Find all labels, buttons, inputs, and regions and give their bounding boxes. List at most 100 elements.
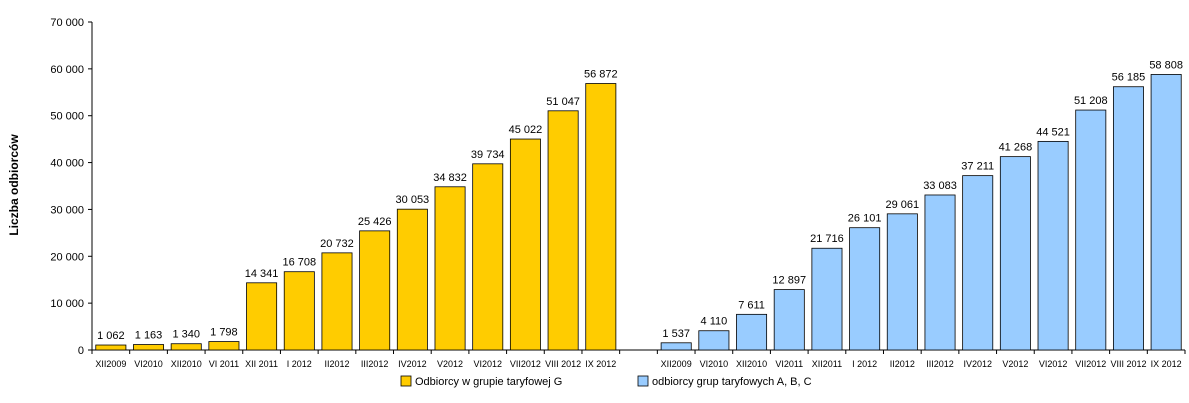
data-label: 44 521 [1036, 126, 1070, 138]
bar [321, 252, 353, 351]
bar [283, 271, 315, 351]
x-tick-label: II2012 [890, 359, 915, 369]
bar [359, 230, 391, 351]
x-tick-label: VIII 2012 [1110, 359, 1146, 369]
x-tick-label: VIII 2012 [545, 359, 581, 369]
data-label: 51 047 [546, 96, 580, 108]
y-tick-label: 0 [78, 345, 84, 357]
x-tick-label: II2012 [324, 359, 349, 369]
x-tick-label: VI2010 [700, 359, 729, 369]
bar [246, 282, 278, 351]
x-tick-label: IX 2012 [1151, 359, 1182, 369]
bar [698, 330, 730, 351]
x-tick-label: VI2011 [775, 359, 803, 369]
data-label: 51 208 [1074, 95, 1108, 107]
x-tick-label: VI2012 [473, 359, 502, 369]
bar [924, 194, 956, 351]
y-tick-label: 70 000 [50, 17, 84, 29]
x-tick-label: IV2012 [398, 359, 427, 369]
x-tick-label: XII2009 [661, 359, 692, 369]
data-label: 12 897 [772, 275, 806, 287]
x-tick-label: III2012 [361, 359, 389, 369]
bar [396, 208, 428, 351]
data-label: 16 708 [282, 257, 316, 269]
y-tick-label: 50 000 [50, 111, 84, 123]
x-tick-label: IX 2012 [585, 359, 616, 369]
x-axis: XII2009 VI2010 XII2010 VI 2011 XII 2011 I 201… [91, 349, 1186, 369]
data-label: 21 716 [810, 233, 844, 245]
y-tick-label: 10 000 [50, 298, 84, 310]
bar [886, 213, 918, 351]
legend-swatch [400, 375, 412, 387]
data-label: 26 101 [848, 213, 882, 225]
data-label: 30 053 [396, 194, 430, 206]
x-tick-label: V2012 [437, 359, 463, 369]
bar [773, 289, 805, 351]
x-tick-label: XII2010 [736, 359, 767, 369]
x-tick-label: VII2012 [1075, 359, 1106, 369]
bar [1037, 140, 1069, 351]
legend-swatch [637, 375, 649, 387]
x-tick-label: XII 2011 [245, 359, 278, 369]
data-label: 58 808 [1149, 59, 1183, 71]
x-tick-label: V2012 [1002, 359, 1028, 369]
bar [95, 344, 127, 351]
bar [133, 344, 165, 351]
data-label: 33 083 [923, 180, 957, 192]
bar [962, 175, 994, 351]
data-label: 4 110 [701, 316, 728, 328]
bar [811, 247, 843, 351]
bar [547, 110, 579, 351]
bar [660, 342, 692, 351]
data-label: 39 734 [471, 149, 505, 161]
data-label: 56 872 [584, 69, 618, 81]
x-tick-label: XII2009 [95, 359, 126, 369]
data-label: 1 163 [135, 330, 163, 342]
data-label: 34 832 [433, 172, 467, 184]
bar [472, 163, 504, 351]
x-tick-label: I 2012 [287, 359, 312, 369]
bar [170, 343, 202, 351]
data-label: 20 732 [320, 238, 354, 250]
data-label: 29 061 [885, 199, 919, 211]
legend-entry: Odbiorcy w grupie taryfowej G [415, 376, 562, 388]
data-label: 37 211 [961, 161, 994, 173]
bar [1075, 109, 1107, 351]
bar [434, 186, 466, 351]
data-label: 1 798 [210, 327, 238, 339]
x-tick-label: VI2012 [1039, 359, 1068, 369]
bar [208, 341, 240, 351]
x-tick-label: VII2012 [510, 359, 541, 369]
legend: Odbiorcy w grupie taryfowej G odbiorcy gr… [400, 375, 812, 388]
x-tick-label: III2012 [926, 359, 954, 369]
y-axis-label: Liczba odbiorców [7, 134, 21, 236]
data-label: 1 537 [662, 328, 690, 340]
bar [736, 313, 768, 351]
bar [1150, 74, 1182, 351]
y-tick-label: 30 000 [50, 204, 84, 216]
data-label: 1 340 [172, 329, 200, 341]
y-tick-label: 20 000 [50, 251, 84, 263]
x-tick-label: IV2012 [963, 359, 992, 369]
x-tick-label: XII2010 [171, 359, 202, 369]
data-label: 1 062 [97, 330, 125, 342]
data-label: 14 341 [245, 268, 279, 280]
x-tick-label: XII2011 [812, 359, 842, 369]
x-tick-label: I 2012 [852, 359, 877, 369]
data-label: 45 022 [509, 124, 543, 136]
bar [999, 156, 1031, 351]
legend-entry: odbiorcy grup taryfowych A, B, C [652, 376, 812, 388]
y-tick-label: 60 000 [50, 64, 84, 76]
bar [585, 83, 617, 351]
x-tick-label: VI 2011 [209, 359, 239, 369]
data-label: 7 611 [738, 299, 765, 311]
bar [509, 138, 541, 351]
bar [849, 227, 881, 351]
y-tick-label: 40 000 [50, 158, 84, 170]
data-label: 41 268 [999, 142, 1033, 154]
x-tick-label: VI2010 [134, 359, 163, 369]
data-label: 25 426 [358, 216, 392, 228]
data-label: 56 185 [1112, 72, 1146, 84]
